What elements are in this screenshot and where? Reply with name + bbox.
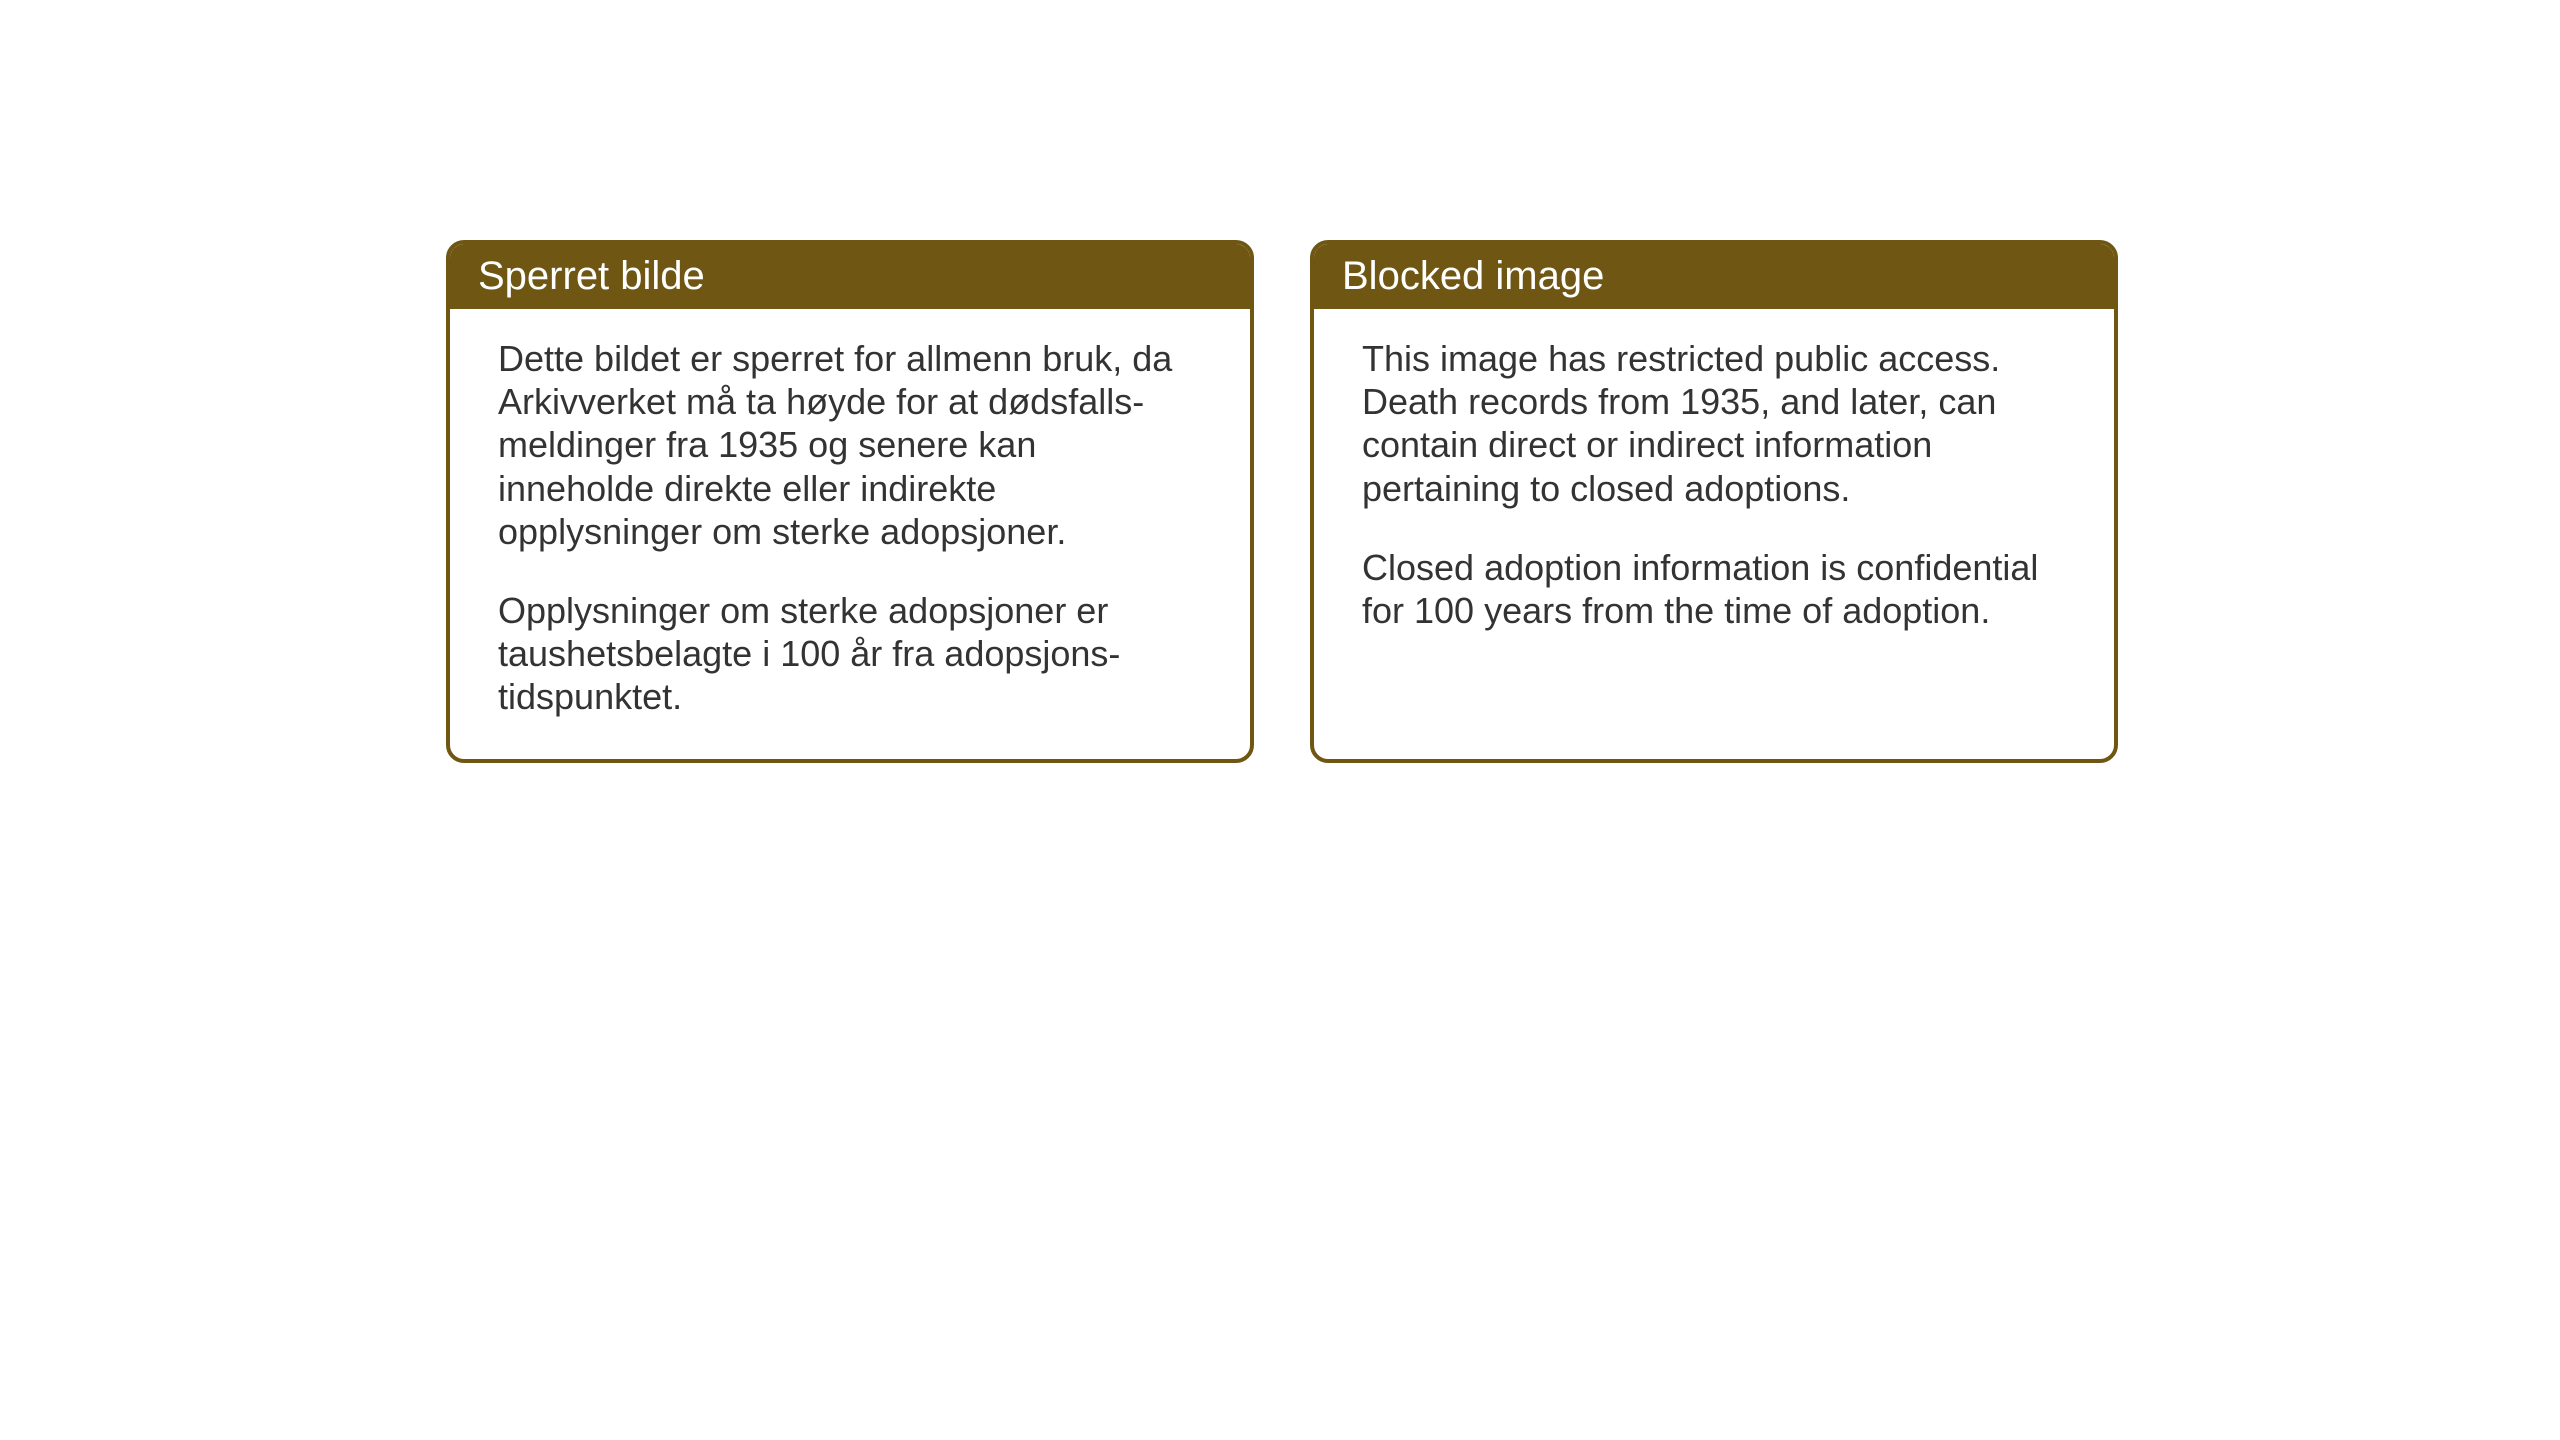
english-card-title: Blocked image: [1314, 244, 2114, 309]
english-card-body: This image has restricted public access.…: [1314, 309, 2114, 672]
norwegian-card-title: Sperret bilde: [450, 244, 1250, 309]
norwegian-paragraph-2: Opplysninger om sterke adopsjoner er tau…: [498, 589, 1202, 719]
english-notice-card: Blocked image This image has restricted …: [1310, 240, 2118, 763]
norwegian-notice-card: Sperret bilde Dette bildet er sperret fo…: [446, 240, 1254, 763]
norwegian-paragraph-1: Dette bildet er sperret for allmenn bruk…: [498, 337, 1202, 553]
english-paragraph-1: This image has restricted public access.…: [1362, 337, 2066, 510]
norwegian-card-body: Dette bildet er sperret for allmenn bruk…: [450, 309, 1250, 759]
notice-container: Sperret bilde Dette bildet er sperret fo…: [446, 240, 2118, 763]
english-paragraph-2: Closed adoption information is confident…: [1362, 546, 2066, 632]
